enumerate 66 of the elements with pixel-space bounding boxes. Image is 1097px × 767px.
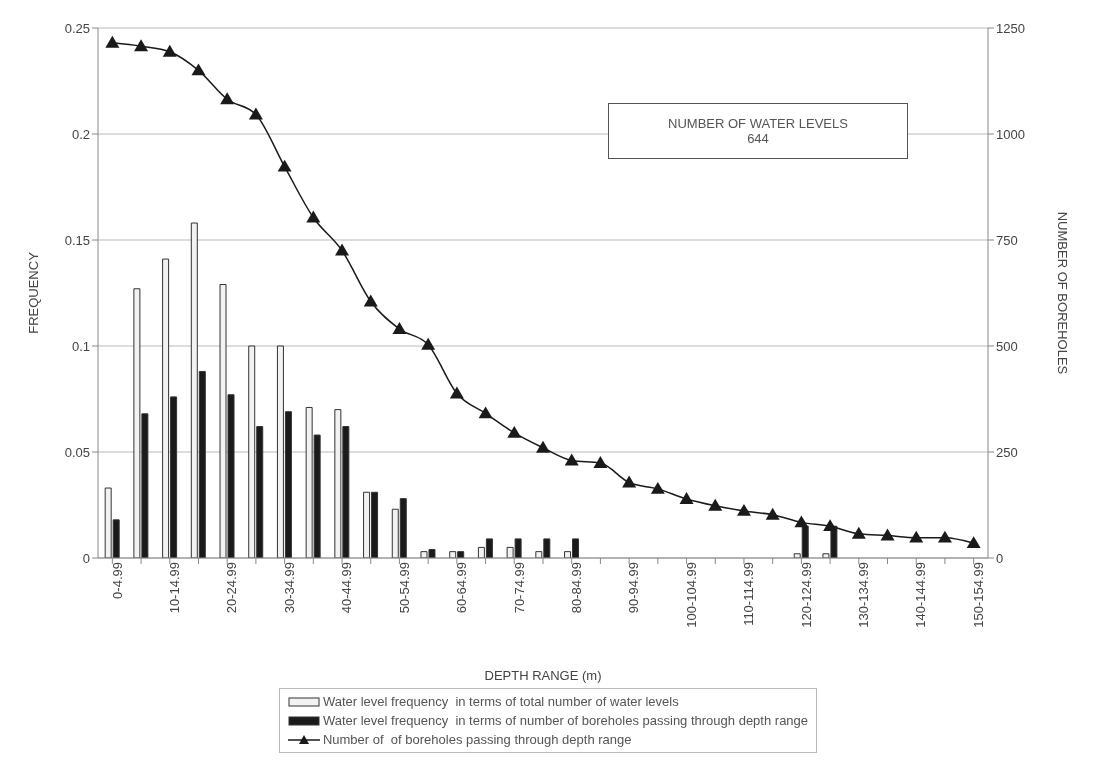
y-tick-label: 0.15 bbox=[64, 232, 90, 248]
point bbox=[536, 440, 550, 453]
y-tick-label: 0.05 bbox=[64, 444, 90, 460]
point bbox=[880, 528, 895, 541]
point bbox=[449, 386, 464, 399]
y2-tick-label: 1250 bbox=[996, 20, 1025, 36]
y-tick-label: 0 bbox=[82, 550, 90, 566]
point bbox=[564, 453, 579, 466]
y2-tick-label: 250 bbox=[996, 444, 1018, 460]
y2-tick-label: 1000 bbox=[996, 126, 1025, 142]
x-tick-label: 150-154.99 bbox=[970, 562, 986, 628]
point bbox=[794, 515, 809, 528]
point bbox=[823, 519, 838, 532]
point bbox=[909, 530, 924, 543]
point bbox=[335, 243, 350, 256]
point bbox=[421, 337, 436, 350]
x-axis-title: DEPTH RANGE (m) bbox=[484, 668, 602, 683]
x-tick-label: 130-134.99 bbox=[856, 562, 872, 628]
point bbox=[105, 35, 120, 48]
y-tick-label: 0.25 bbox=[64, 20, 90, 36]
point bbox=[650, 481, 665, 494]
point bbox=[392, 322, 407, 334]
y-tick-label: 0.1 bbox=[71, 338, 90, 354]
note-box: NUMBER OF WATER LEVELS 644 bbox=[608, 103, 908, 159]
point bbox=[191, 63, 206, 76]
x-tick-label: 0-4.99 bbox=[109, 562, 125, 599]
point bbox=[851, 526, 866, 539]
y2-axis-title: NUMBER OF BOREHOLES bbox=[1055, 211, 1071, 375]
point bbox=[736, 503, 751, 516]
legend-label: Number of of boreholes passing through depth range bbox=[322, 732, 632, 747]
point bbox=[162, 44, 177, 57]
y2-tick-label: 500 bbox=[996, 338, 1018, 354]
x-tick-label: 80-84.99 bbox=[568, 562, 584, 614]
point bbox=[765, 507, 780, 520]
y-tick-label: 0.2 bbox=[71, 126, 90, 142]
x-tick-label: 60-64.99 bbox=[454, 562, 470, 614]
x-tick-label: 30-34.99 bbox=[281, 562, 297, 614]
legend-label: Water level frequency in terms of number of boreholes passing through depth range bbox=[322, 713, 809, 728]
x-tick-label: 20-24.99 bbox=[224, 562, 240, 614]
point bbox=[708, 498, 723, 511]
point bbox=[363, 294, 378, 307]
point bbox=[622, 475, 637, 488]
point bbox=[220, 92, 235, 105]
legend-label: Water level frequency in terms of total number of water levels bbox=[322, 694, 679, 709]
point bbox=[248, 107, 263, 120]
y2-tick-label: 750 bbox=[996, 232, 1018, 248]
x-tick-label: 10-14.99 bbox=[167, 562, 182, 614]
point bbox=[593, 456, 608, 468]
x-tick-label: 110-114.99 bbox=[741, 562, 757, 626]
point bbox=[134, 39, 149, 52]
point bbox=[679, 492, 694, 504]
x-tick-label: 50-54.99 bbox=[396, 562, 412, 614]
point bbox=[277, 159, 292, 172]
point bbox=[966, 536, 981, 549]
x-tick-label: 90-94.99 bbox=[626, 562, 642, 614]
point bbox=[306, 210, 321, 223]
y2-tick-label: 0 bbox=[996, 550, 1004, 566]
x-tick-label: 70-74.99 bbox=[511, 562, 527, 614]
x-tick-label: 100-104.99 bbox=[683, 562, 699, 628]
point bbox=[478, 406, 493, 419]
x-tick-label: 120-124.99 bbox=[798, 562, 814, 628]
x-tick-label: 140-144.99 bbox=[913, 562, 929, 628]
point bbox=[937, 530, 952, 543]
y-axis-title: FREQUENCY bbox=[25, 251, 41, 334]
x-tick-label: 40-44.99 bbox=[339, 562, 355, 614]
point bbox=[507, 425, 522, 438]
